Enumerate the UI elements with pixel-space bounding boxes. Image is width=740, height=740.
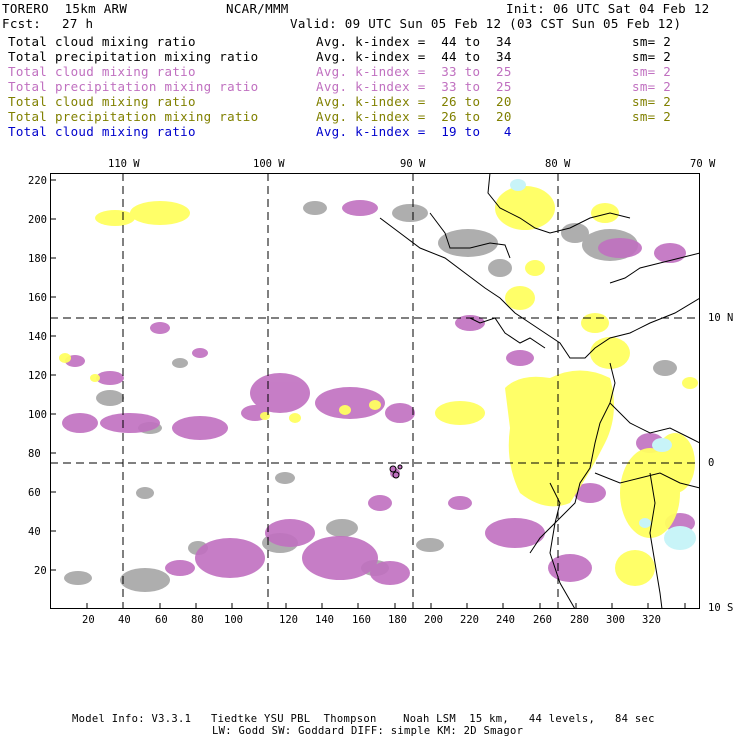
forecast-label: Fcst:: [2, 16, 42, 31]
x-tick: 40: [118, 614, 131, 626]
x-tick: 280: [570, 614, 589, 626]
legend-kindex-5: Avg. k-index = 26 to 20: [316, 94, 512, 109]
legend-sm-6: sm= 2: [632, 109, 672, 124]
legend-field-6: Total precipitation mixing ratio: [8, 109, 259, 124]
lat-label-10n: 10 N: [708, 312, 734, 324]
y-tick: 160: [28, 292, 47, 304]
physics-info: LW: Godd SW: Goddard DIFF: simple KM: 2D…: [212, 725, 524, 737]
lon-label-90w: 90 W: [400, 158, 426, 170]
x-tick: 60: [155, 614, 168, 626]
y-tick: 120: [28, 370, 47, 382]
y-tick: 200: [28, 214, 47, 226]
lon-label-110w: 110 W: [108, 158, 140, 170]
legend-sm-2: sm= 2: [632, 49, 672, 64]
lon-label-80w: 80 W: [545, 158, 571, 170]
legend-field-5: Total cloud mixing ratio: [8, 94, 196, 109]
y-tick: 220: [28, 175, 47, 187]
legend-sm-3: sm= 2: [632, 64, 672, 79]
legend-field-4: Total precipitation mixing ratio: [8, 79, 259, 94]
galapagos-islands: [389, 464, 403, 479]
x-tick: 20: [82, 614, 95, 626]
legend-sm-5: sm= 2: [632, 94, 672, 109]
lon-label-100w: 100 W: [253, 158, 285, 170]
y-tick: 100: [28, 409, 47, 421]
model-title: TORERO 15km ARW: [2, 1, 128, 16]
y-tick: 60: [28, 487, 41, 499]
lat-label-10s: 10 S: [708, 602, 734, 614]
legend-field-1: Total cloud mixing ratio: [8, 34, 196, 49]
weather-map: [50, 173, 700, 609]
y-tick: 20: [34, 565, 47, 577]
x-tick: 180: [388, 614, 407, 626]
legend-kindex-7: Avg. k-index = 19 to 4: [316, 124, 512, 139]
legend-field-3: Total cloud mixing ratio: [8, 64, 196, 79]
valid-time: Valid: 09 UTC Sun 05 Feb 12 (03 CST Sun …: [290, 16, 682, 31]
x-tick: 160: [352, 614, 371, 626]
lon-label-70w: 70 W: [690, 158, 716, 170]
x-tick: 260: [533, 614, 552, 626]
forecast-hour: 27 h: [62, 16, 94, 31]
legend-kindex-2: Avg. k-index = 44 to 34: [316, 49, 512, 64]
legend-kindex-1: Avg. k-index = 44 to 34: [316, 34, 512, 49]
x-tick: 220: [460, 614, 479, 626]
legend-kindex-4: Avg. k-index = 33 to 25: [316, 79, 512, 94]
lat-lon-grid: [50, 173, 700, 609]
x-tick: 140: [315, 614, 334, 626]
map-frame: [50, 173, 700, 609]
y-tick: 40: [28, 526, 41, 538]
x-tick: 100: [224, 614, 243, 626]
y-tick: 180: [28, 253, 47, 265]
x-tick: 120: [279, 614, 298, 626]
tick-marks: [50, 179, 686, 609]
lat-label-equator: 0: [708, 457, 715, 469]
y-tick: 140: [28, 331, 47, 343]
x-tick: 320: [642, 614, 661, 626]
legend-kindex-6: Avg. k-index = 26 to 20: [316, 109, 512, 124]
model-info: Model Info: V3.3.1 Tiedtke YSU PBL Thomp…: [72, 713, 655, 725]
cyan-cloud-areas: [510, 179, 696, 550]
x-tick: 240: [496, 614, 515, 626]
x-tick: 80: [191, 614, 204, 626]
legend-field-2: Total precipitation mixing ratio: [8, 49, 259, 64]
legend-sm-4: sm= 2: [632, 79, 672, 94]
x-tick: 300: [606, 614, 625, 626]
x-tick: 200: [424, 614, 443, 626]
legend-kindex-3: Avg. k-index = 33 to 25: [316, 64, 512, 79]
organization-label: NCAR/MMM: [226, 1, 289, 16]
legend-sm-1: sm= 2: [632, 34, 672, 49]
y-tick: 80: [28, 448, 41, 460]
init-time: Init: 06 UTC Sat 04 Feb 12: [506, 1, 710, 16]
legend-field-7: Total cloud mixing ratio: [8, 124, 196, 139]
